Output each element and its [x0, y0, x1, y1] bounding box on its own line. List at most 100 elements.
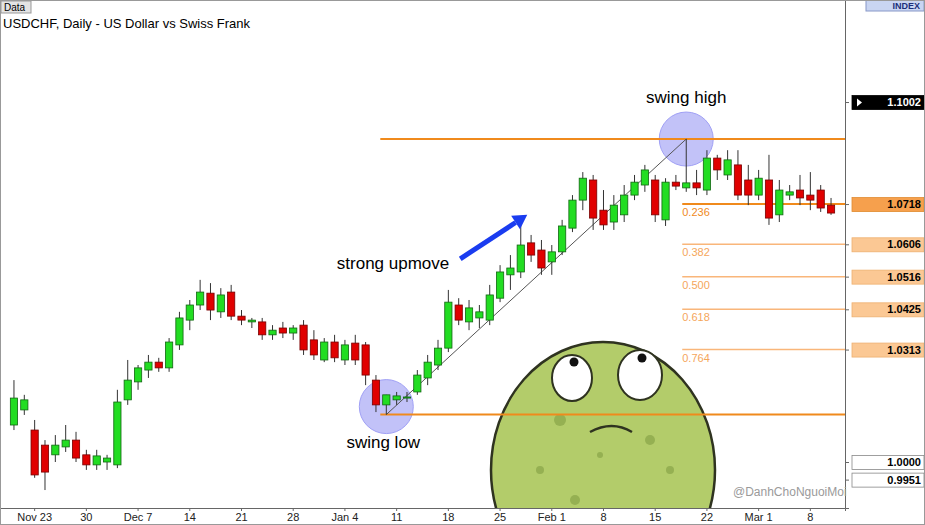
candle	[434, 340, 441, 370]
candle	[290, 325, 297, 340]
candle-body-up	[507, 268, 514, 275]
candle-body-down	[207, 293, 214, 310]
candle-body-up	[103, 458, 110, 462]
swing-line	[386, 139, 686, 415]
candle	[207, 283, 214, 320]
candle	[610, 195, 617, 230]
y-tick-label: 1.1002	[887, 96, 921, 108]
x-tick-label: Mar 1	[745, 511, 773, 523]
source-label: Data	[4, 2, 26, 13]
candle	[548, 245, 555, 275]
candle	[155, 358, 162, 372]
x-tick-label: 21	[235, 511, 247, 523]
y-tick: 1.0606	[845, 238, 924, 252]
y-axis-line	[846, 1, 850, 509]
candle	[403, 392, 410, 402]
candle-body-up	[548, 252, 555, 262]
candle	[703, 150, 710, 195]
candle-body-up	[703, 158, 710, 190]
x-tick: 11	[391, 508, 402, 523]
candle	[745, 165, 752, 205]
candle	[827, 198, 834, 215]
candle-body-down	[538, 250, 545, 268]
candle-body-down	[300, 325, 307, 350]
y-tick-mark	[845, 309, 849, 310]
candle	[176, 312, 183, 350]
y-tick: 1.0313	[845, 343, 924, 357]
candle-body-up	[217, 295, 224, 312]
x-tick: Nov 23	[17, 508, 52, 523]
upmove-arrow-shaft	[460, 222, 515, 258]
x-tick-label: 18	[442, 511, 454, 523]
y-tick-box	[852, 238, 924, 252]
y-tick-box	[852, 270, 924, 284]
candle	[755, 170, 762, 200]
y-tick-box	[852, 303, 924, 317]
candle-body-down	[455, 305, 462, 320]
candle-body-up	[197, 292, 204, 305]
background	[0, 0, 925, 525]
x-tick: Feb 1	[538, 508, 566, 523]
candle	[134, 365, 141, 390]
cartoon-spot	[554, 414, 566, 426]
candle-body-down	[590, 180, 597, 218]
y-axis: 0.99511.00001.03131.04251.05161.06061.07…	[845, 1, 924, 509]
candle	[496, 265, 503, 302]
y-tick: 1.1002	[845, 96, 924, 110]
candle	[672, 175, 679, 190]
candle-wick	[251, 318, 252, 328]
x-tick: 8	[600, 508, 606, 523]
cartoon-spot	[570, 495, 580, 505]
candle-wick	[65, 425, 66, 452]
candle	[765, 155, 772, 225]
y-tick-box	[852, 343, 924, 357]
candle	[414, 370, 421, 395]
candle-body-down	[734, 165, 741, 195]
candle-body-up	[569, 200, 576, 228]
candle-body-down	[362, 345, 369, 375]
chart-container: Nov 2330Dec 7142128Jan 4111825Feb 181522…	[0, 0, 925, 525]
y-tick-mark	[845, 204, 849, 205]
candle-body-up	[496, 272, 503, 298]
cartoon-mouth	[590, 426, 632, 432]
swing-low-label: swing low	[346, 433, 420, 452]
x-tick: 25	[494, 508, 506, 523]
candle-body-down	[259, 322, 266, 335]
candle-body-up	[414, 375, 421, 392]
fib-level-label: 0.382	[682, 246, 710, 258]
candle	[217, 288, 224, 318]
y-tick-mark	[845, 462, 849, 463]
candle	[621, 185, 628, 222]
candle	[714, 155, 721, 180]
candle-body-up	[631, 182, 638, 195]
candle	[641, 165, 648, 192]
candle	[393, 392, 400, 405]
candle-body-down	[310, 340, 317, 355]
y-tick: 0.9951	[845, 473, 924, 487]
candle	[796, 175, 803, 205]
candle-body-down	[796, 190, 803, 198]
x-axis: Nov 2330Dec 7142128Jan 4111825Feb 181522…	[1, 508, 846, 523]
candle-body-up	[445, 302, 452, 348]
fib-level-line	[682, 309, 845, 311]
candle	[527, 235, 534, 262]
candle	[279, 322, 286, 338]
candle-body-up	[434, 348, 441, 365]
candle	[631, 175, 638, 200]
candle	[538, 240, 545, 275]
chart-svg: Nov 2330Dec 7142128Jan 4111825Feb 181522…	[0, 0, 925, 525]
candle	[310, 330, 317, 360]
y-tick-mark	[845, 350, 849, 351]
candle-body-down	[765, 180, 772, 218]
index-box	[866, 0, 924, 11]
x-tick-label: 28	[287, 511, 299, 523]
candle	[10, 380, 17, 430]
candle	[724, 150, 731, 180]
candle-body-up	[517, 245, 524, 272]
candle-body-down	[238, 316, 245, 320]
candle	[165, 338, 172, 372]
candle-body-up	[269, 330, 276, 335]
candle	[52, 435, 59, 462]
y-tick: 1.0516	[845, 270, 924, 284]
candle	[776, 180, 783, 222]
